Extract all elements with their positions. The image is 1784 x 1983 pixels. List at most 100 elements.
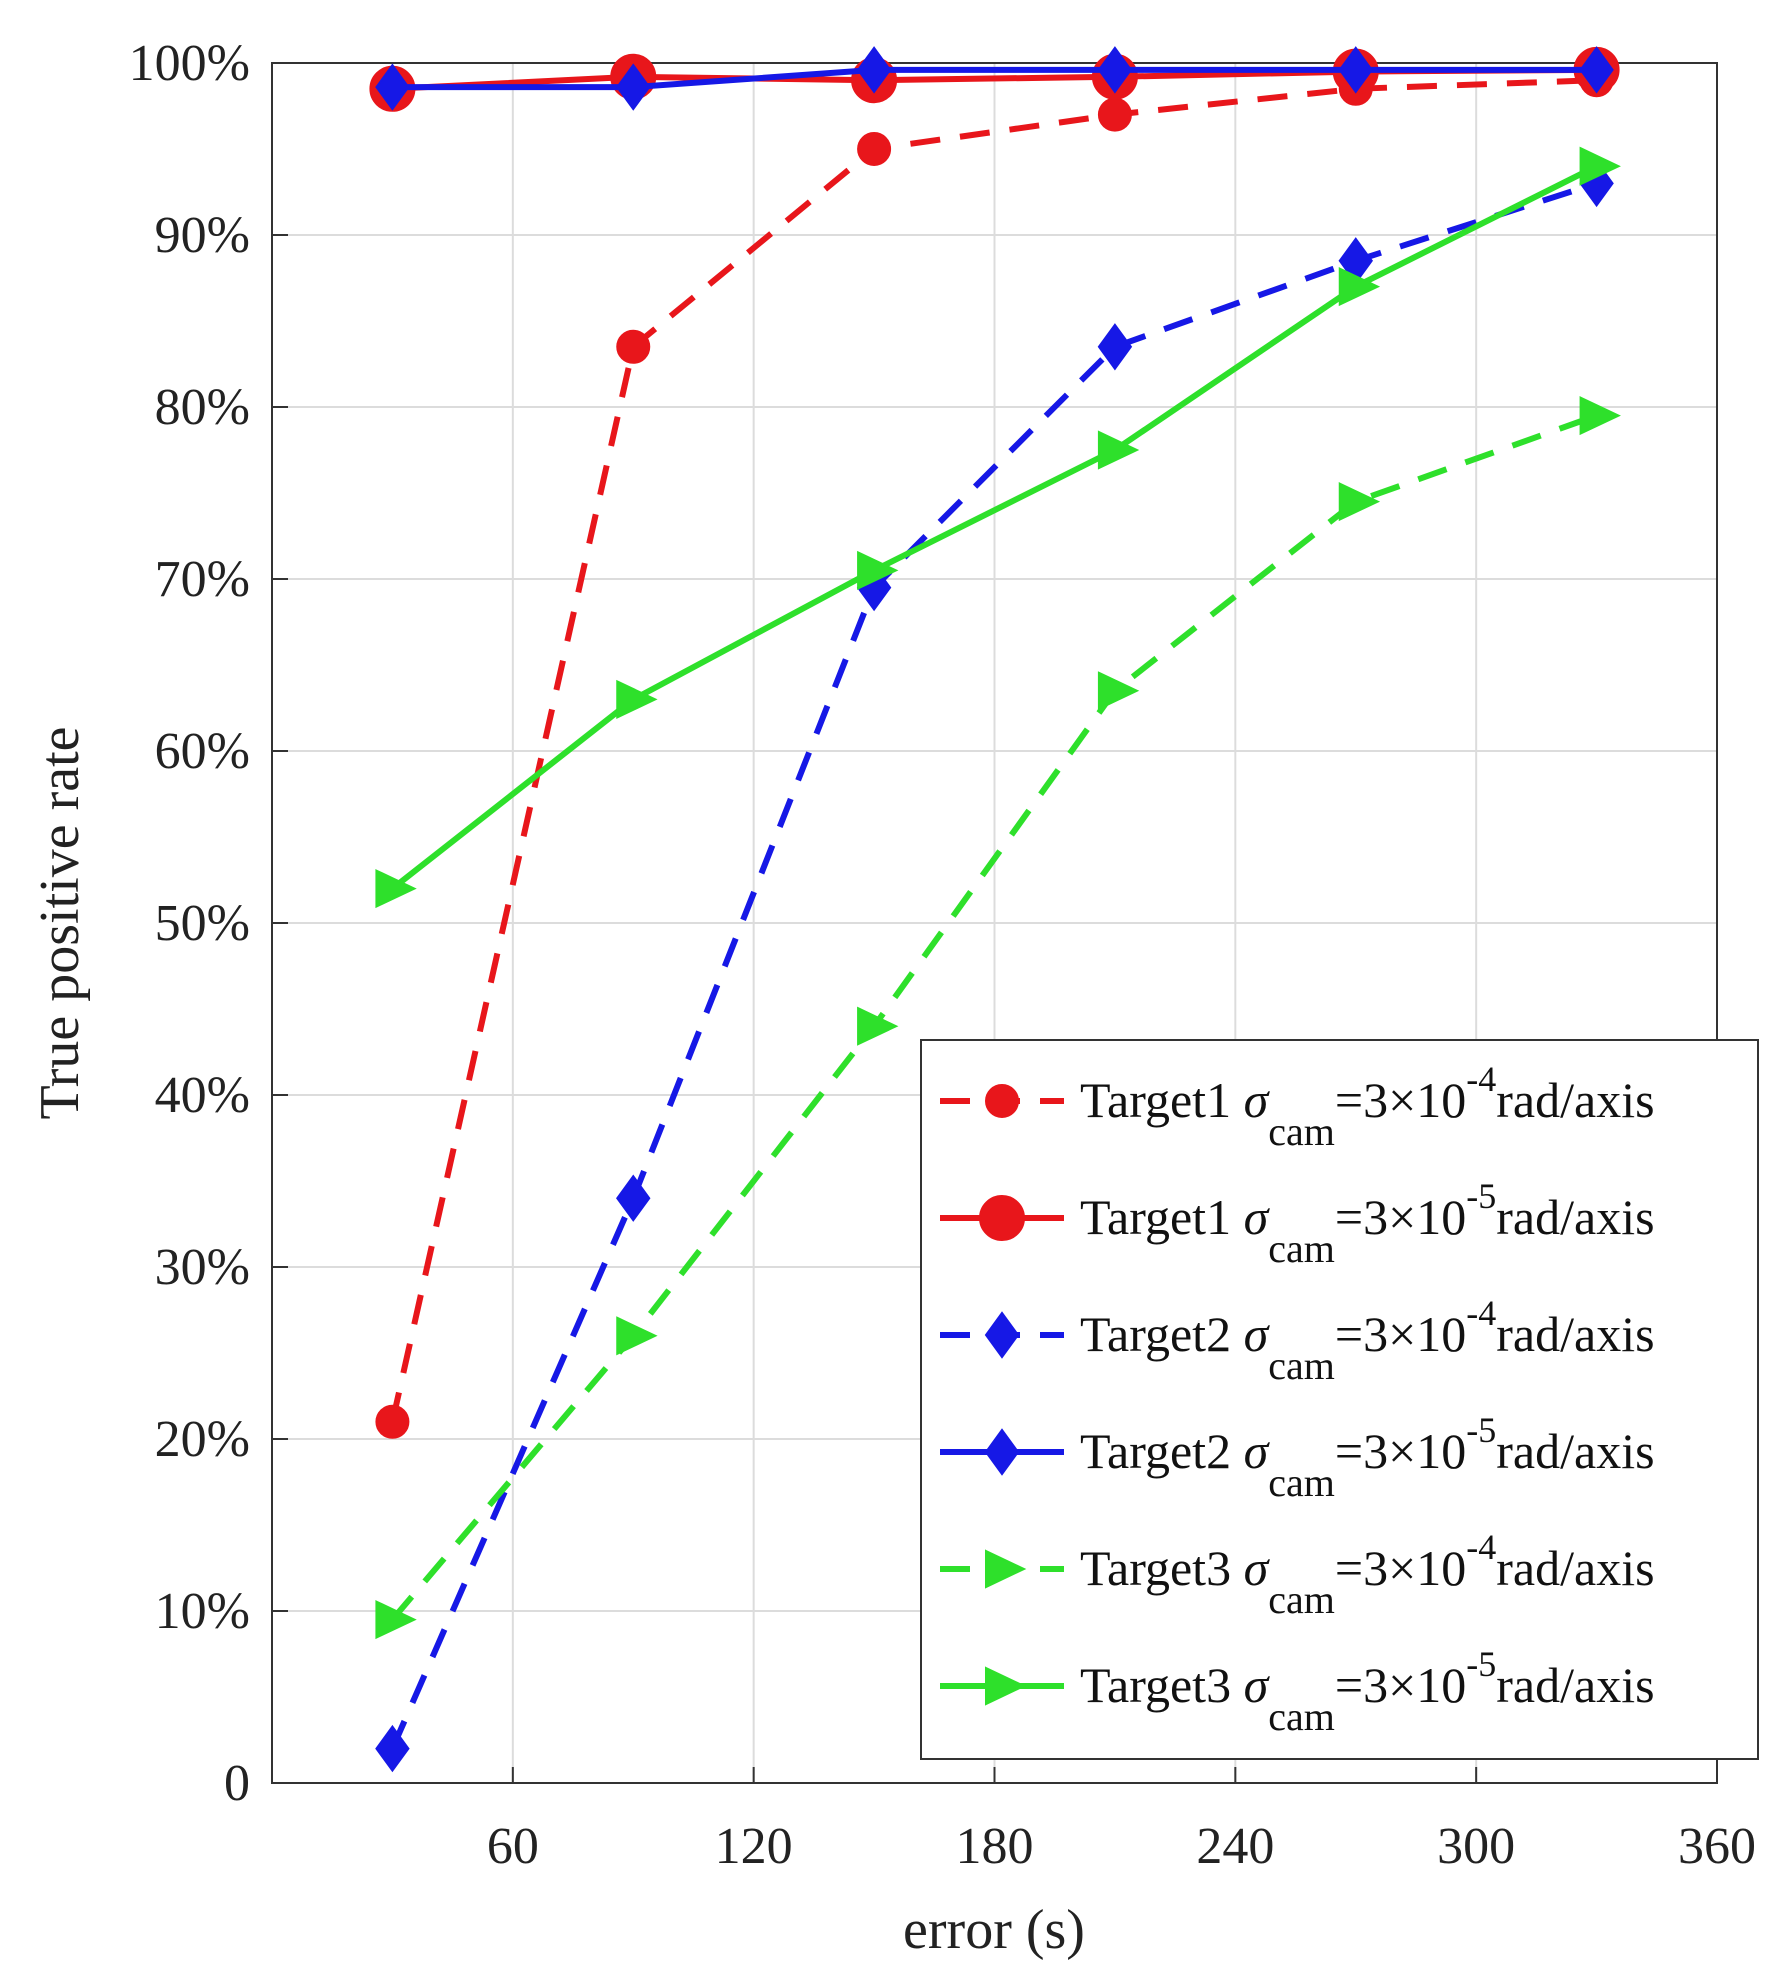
y-tick-label: 0 bbox=[224, 1755, 250, 1812]
legend-label: Target2 σcam=3×10-4rad/axis bbox=[1080, 1293, 1655, 1388]
y-tick-label: 80% bbox=[155, 379, 250, 436]
y-tick-label: 70% bbox=[155, 551, 250, 608]
data-point bbox=[1338, 267, 1381, 307]
legend-marker bbox=[985, 1549, 1027, 1589]
legend-label-unit: rad/axis bbox=[1496, 1540, 1654, 1596]
data-point bbox=[1579, 396, 1621, 436]
legend-label-sigma: σ bbox=[1244, 1657, 1271, 1713]
legend-label-eq: =3×10 bbox=[1335, 1189, 1466, 1245]
x-tick-label: 180 bbox=[956, 1818, 1034, 1875]
legend-label-exp: -4 bbox=[1466, 1059, 1496, 1099]
data-point bbox=[857, 550, 899, 590]
data-point bbox=[1579, 146, 1621, 186]
data-point bbox=[375, 1600, 417, 1640]
y-tick-label: 30% bbox=[155, 1239, 250, 1296]
y-tick-label: 10% bbox=[155, 1583, 250, 1640]
legend-label-sub: cam bbox=[1268, 1460, 1335, 1505]
legend-label-exp: -5 bbox=[1466, 1410, 1496, 1450]
data-point bbox=[1338, 482, 1381, 522]
legend-label-sub: cam bbox=[1268, 1694, 1335, 1739]
legend-marker bbox=[985, 1084, 1019, 1118]
series-line bbox=[390, 412, 1598, 1622]
x-tick-label: 240 bbox=[1196, 1818, 1274, 1875]
legend-label-unit: rad/axis bbox=[1496, 1306, 1654, 1362]
legend-box bbox=[920, 1039, 1759, 1760]
legend-item: Target1 σcam=3×10-5rad/axis bbox=[940, 1176, 1655, 1271]
y-tick-label: 20% bbox=[155, 1411, 250, 1468]
legend-label-eq: =3×10 bbox=[1335, 1540, 1466, 1596]
legend-marker bbox=[984, 1428, 1020, 1476]
legend-label-target: Target3 bbox=[1080, 1540, 1244, 1596]
data-point bbox=[1097, 430, 1140, 470]
series-t2-5 bbox=[375, 46, 1614, 111]
data-point bbox=[616, 1174, 651, 1222]
data-point bbox=[616, 329, 651, 364]
y-tick-label: 90% bbox=[155, 207, 250, 264]
data-point bbox=[856, 46, 892, 94]
data-point bbox=[1097, 46, 1133, 94]
series-line bbox=[389, 77, 1597, 1423]
y-tick-label: 60% bbox=[155, 723, 250, 780]
data-point bbox=[1097, 323, 1133, 371]
legend-label-sigma: σ bbox=[1244, 1189, 1271, 1245]
legend-item: Target3 σcam=3×10-5rad/axis bbox=[940, 1644, 1655, 1739]
data-point bbox=[857, 1006, 899, 1046]
legend-label-eq: =3×10 bbox=[1335, 1657, 1466, 1713]
legend-item: Target1 σcam=3×10-4rad/axis bbox=[940, 1059, 1655, 1154]
legend-label-sub: cam bbox=[1268, 1343, 1335, 1388]
x-tick-label: 360 bbox=[1678, 1818, 1756, 1875]
legend-label-sub: cam bbox=[1268, 1226, 1335, 1271]
data-point bbox=[1338, 46, 1373, 94]
y-axis-title: True positive rate bbox=[29, 727, 91, 1120]
legend-item: Target2 σcam=3×10-5rad/axis bbox=[940, 1410, 1655, 1505]
legend-label-target: Target3 bbox=[1080, 1657, 1244, 1713]
legend-item: Target2 σcam=3×10-4rad/axis bbox=[940, 1293, 1655, 1388]
legend-label-sub: cam bbox=[1268, 1109, 1335, 1154]
series-t3-4 bbox=[375, 396, 1621, 1640]
series-t3-5 bbox=[375, 146, 1621, 909]
legend-label: Target2 σcam=3×10-5rad/axis bbox=[1080, 1410, 1655, 1505]
legend-label: Target3 σcam=3×10-4rad/axis bbox=[1080, 1527, 1655, 1622]
y-tick-label: 100% bbox=[129, 35, 250, 92]
legend-label-sigma: σ bbox=[1244, 1540, 1271, 1596]
legend-label-unit: rad/axis bbox=[1496, 1072, 1654, 1128]
legend-label: Target1 σcam=3×10-4rad/axis bbox=[1080, 1059, 1655, 1154]
series-lines bbox=[369, 46, 1621, 1773]
x-tick-label: 300 bbox=[1437, 1818, 1515, 1875]
legend-label-target: Target2 bbox=[1080, 1423, 1244, 1479]
x-tick-label: 120 bbox=[715, 1818, 793, 1875]
data-point bbox=[375, 869, 417, 909]
legend-label-exp: -4 bbox=[1466, 1527, 1496, 1567]
legend-label-exp: -5 bbox=[1466, 1644, 1496, 1684]
legend-item: Target3 σcam=3×10-4rad/axis bbox=[940, 1527, 1655, 1622]
legend-label: Target1 σcam=3×10-5rad/axis bbox=[1080, 1176, 1655, 1271]
legend-marker bbox=[979, 1195, 1025, 1241]
data-point bbox=[616, 679, 658, 719]
series-line bbox=[390, 163, 1598, 891]
x-tick-label: 60 bbox=[487, 1818, 539, 1875]
legend-label-unit: rad/axis bbox=[1496, 1189, 1654, 1245]
legend-label-eq: =3×10 bbox=[1335, 1423, 1466, 1479]
legend-label: Target3 σcam=3×10-5rad/axis bbox=[1080, 1644, 1655, 1739]
x-axis-title: error (s) bbox=[903, 1899, 1085, 1961]
legend-marker bbox=[984, 1311, 1020, 1359]
legend-label-target: Target1 bbox=[1080, 1189, 1244, 1245]
legend-label-unit: rad/axis bbox=[1496, 1657, 1654, 1713]
legend-marker bbox=[985, 1666, 1027, 1706]
y-tick-label: 50% bbox=[155, 895, 250, 952]
legend-label-sigma: σ bbox=[1244, 1423, 1271, 1479]
legend-label-eq: =3×10 bbox=[1335, 1072, 1466, 1128]
series-line bbox=[392, 66, 1597, 91]
legend-label-eq: =3×10 bbox=[1335, 1306, 1466, 1362]
legend-label-unit: rad/axis bbox=[1496, 1423, 1654, 1479]
series-t1-4 bbox=[375, 63, 1614, 1439]
data-point bbox=[375, 1724, 410, 1773]
data-point bbox=[1097, 671, 1140, 711]
data-point bbox=[1579, 46, 1614, 94]
legend-label-exp: -4 bbox=[1466, 1293, 1496, 1333]
data-point bbox=[375, 1404, 410, 1439]
legend-label-sigma: σ bbox=[1244, 1306, 1271, 1362]
y-tick-label: 40% bbox=[155, 1067, 250, 1124]
